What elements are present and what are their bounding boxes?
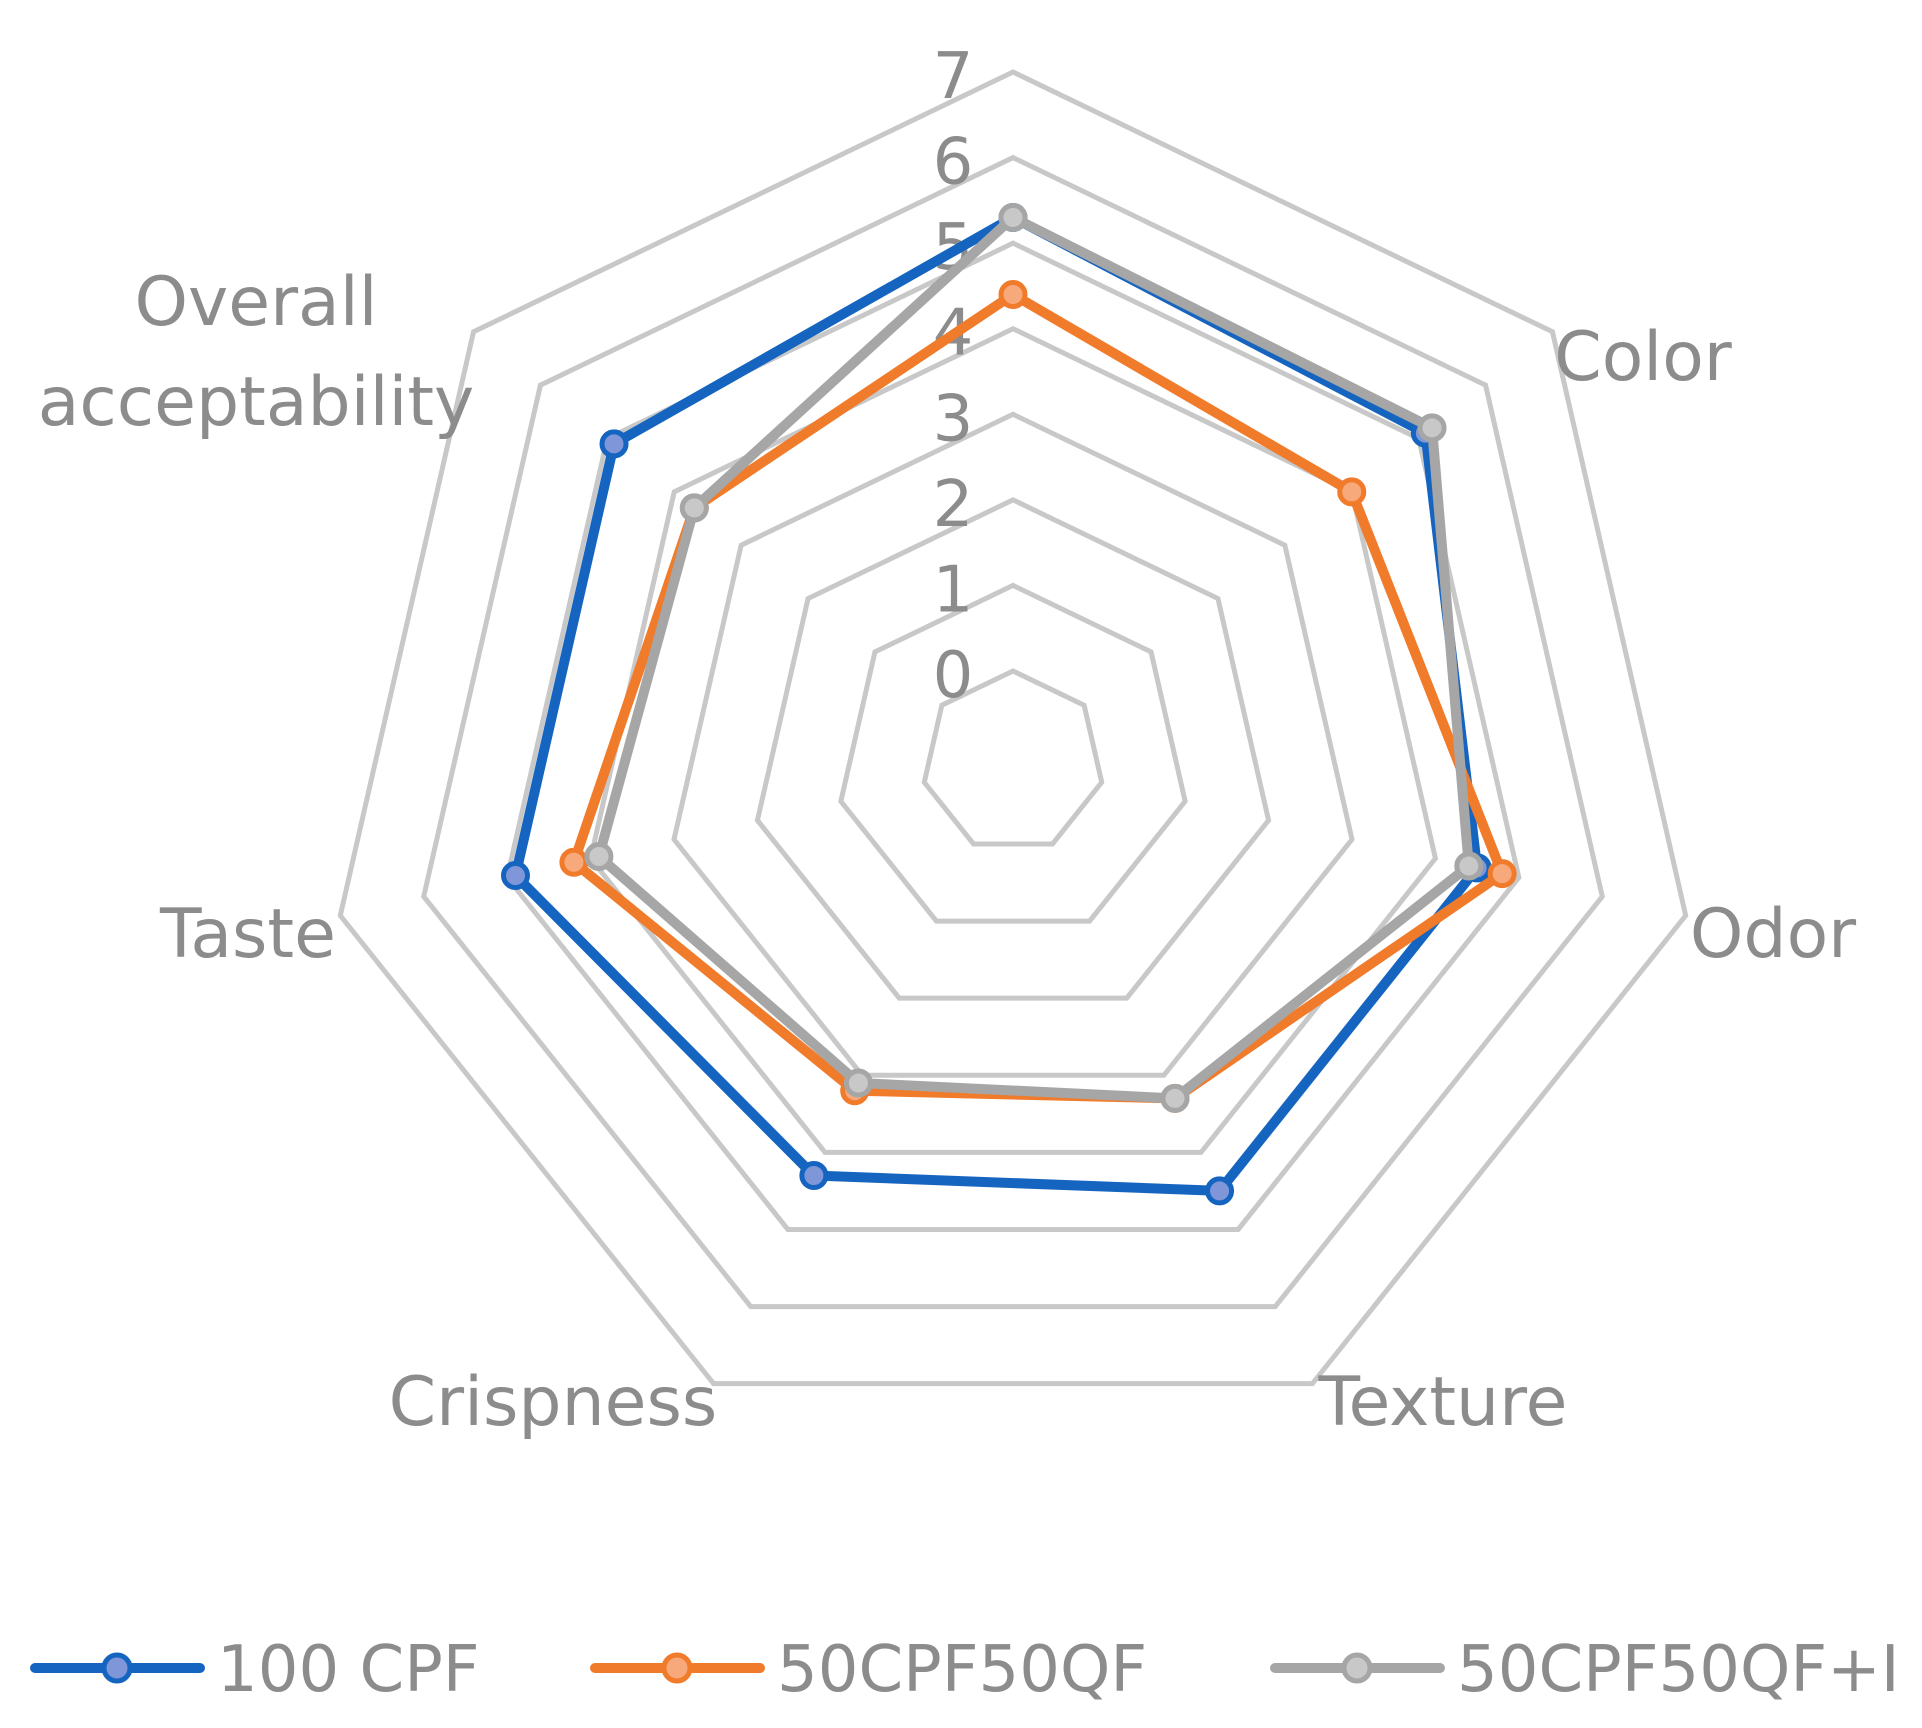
grid-ring-6: [421, 154, 1605, 1310]
axis-label-2: Odor: [1690, 895, 1856, 974]
axis-label-5: Taste: [159, 895, 336, 974]
data-point-1-1: [1337, 477, 1367, 507]
legend-item-0: 100 CPF: [30, 1633, 480, 1707]
data-point-2-3: [1160, 1083, 1190, 1113]
data-point-0-3: [1205, 1176, 1235, 1206]
data-point-2-2: [1454, 851, 1484, 881]
series-line-0: [510, 212, 1483, 1196]
tick-label-1: 1: [933, 553, 974, 627]
grid-ring-3: [671, 411, 1355, 1078]
tick-label-0: 0: [933, 639, 974, 713]
data-point-0-4: [799, 1161, 829, 1191]
legend-label-2: 50CPF50QF+I: [1457, 1633, 1900, 1707]
data-point-2-0: [998, 202, 1028, 232]
legend-swatch-marker-0: [101, 1652, 133, 1684]
series-0: [500, 202, 1492, 1206]
axis-labels: AppearanceColorOdorTextureCrispnessTaste…: [38, 263, 1856, 1442]
data-point-0-6: [599, 429, 629, 459]
legend-label-0: 100 CPF: [217, 1633, 480, 1707]
series-2: [584, 202, 1484, 1113]
data-point-2-6: [679, 493, 709, 523]
tick-label-7: 7: [933, 40, 974, 114]
legend-swatch-marker-2: [1341, 1652, 1373, 1684]
grid-ring-1: [838, 582, 1188, 924]
axis-label-1: Color: [1554, 318, 1732, 397]
data-point-2-4: [843, 1068, 873, 1098]
axis-label-4: Crispness: [389, 1363, 718, 1442]
axis-label-3: Texture: [1318, 1363, 1568, 1442]
tick-label-2: 2: [933, 468, 974, 542]
grid-ring-0: [921, 668, 1105, 847]
data-point-0-5: [500, 861, 530, 891]
legend-item-1: 50CPF50QF: [590, 1633, 1147, 1707]
legend: 100 CPF 50CPF50QF 50CPF50QF+I: [30, 1633, 1900, 1707]
data-point-2-1: [1417, 413, 1447, 443]
tick-label-6: 6: [933, 126, 974, 200]
legend-swatch-marker-1: [661, 1652, 693, 1684]
series-line-2: [593, 212, 1474, 1104]
grid-ring-7: [337, 69, 1689, 1387]
series-line-1: [568, 289, 1508, 1104]
data-point-1-5: [559, 847, 589, 877]
legend-label-1: 50CPF50QF: [777, 1633, 1147, 1707]
data-point-1-2: [1487, 859, 1517, 889]
data-point-1-0: [998, 279, 1028, 309]
grid-ring-2: [754, 497, 1272, 1001]
axis-label-6: Overall acceptability: [38, 263, 475, 442]
legend-item-2: 50CPF50QF+I: [1270, 1633, 1900, 1707]
data-point-2-5: [584, 842, 614, 872]
grid-ring-4: [587, 325, 1439, 1155]
tick-label-3: 3: [933, 382, 974, 456]
